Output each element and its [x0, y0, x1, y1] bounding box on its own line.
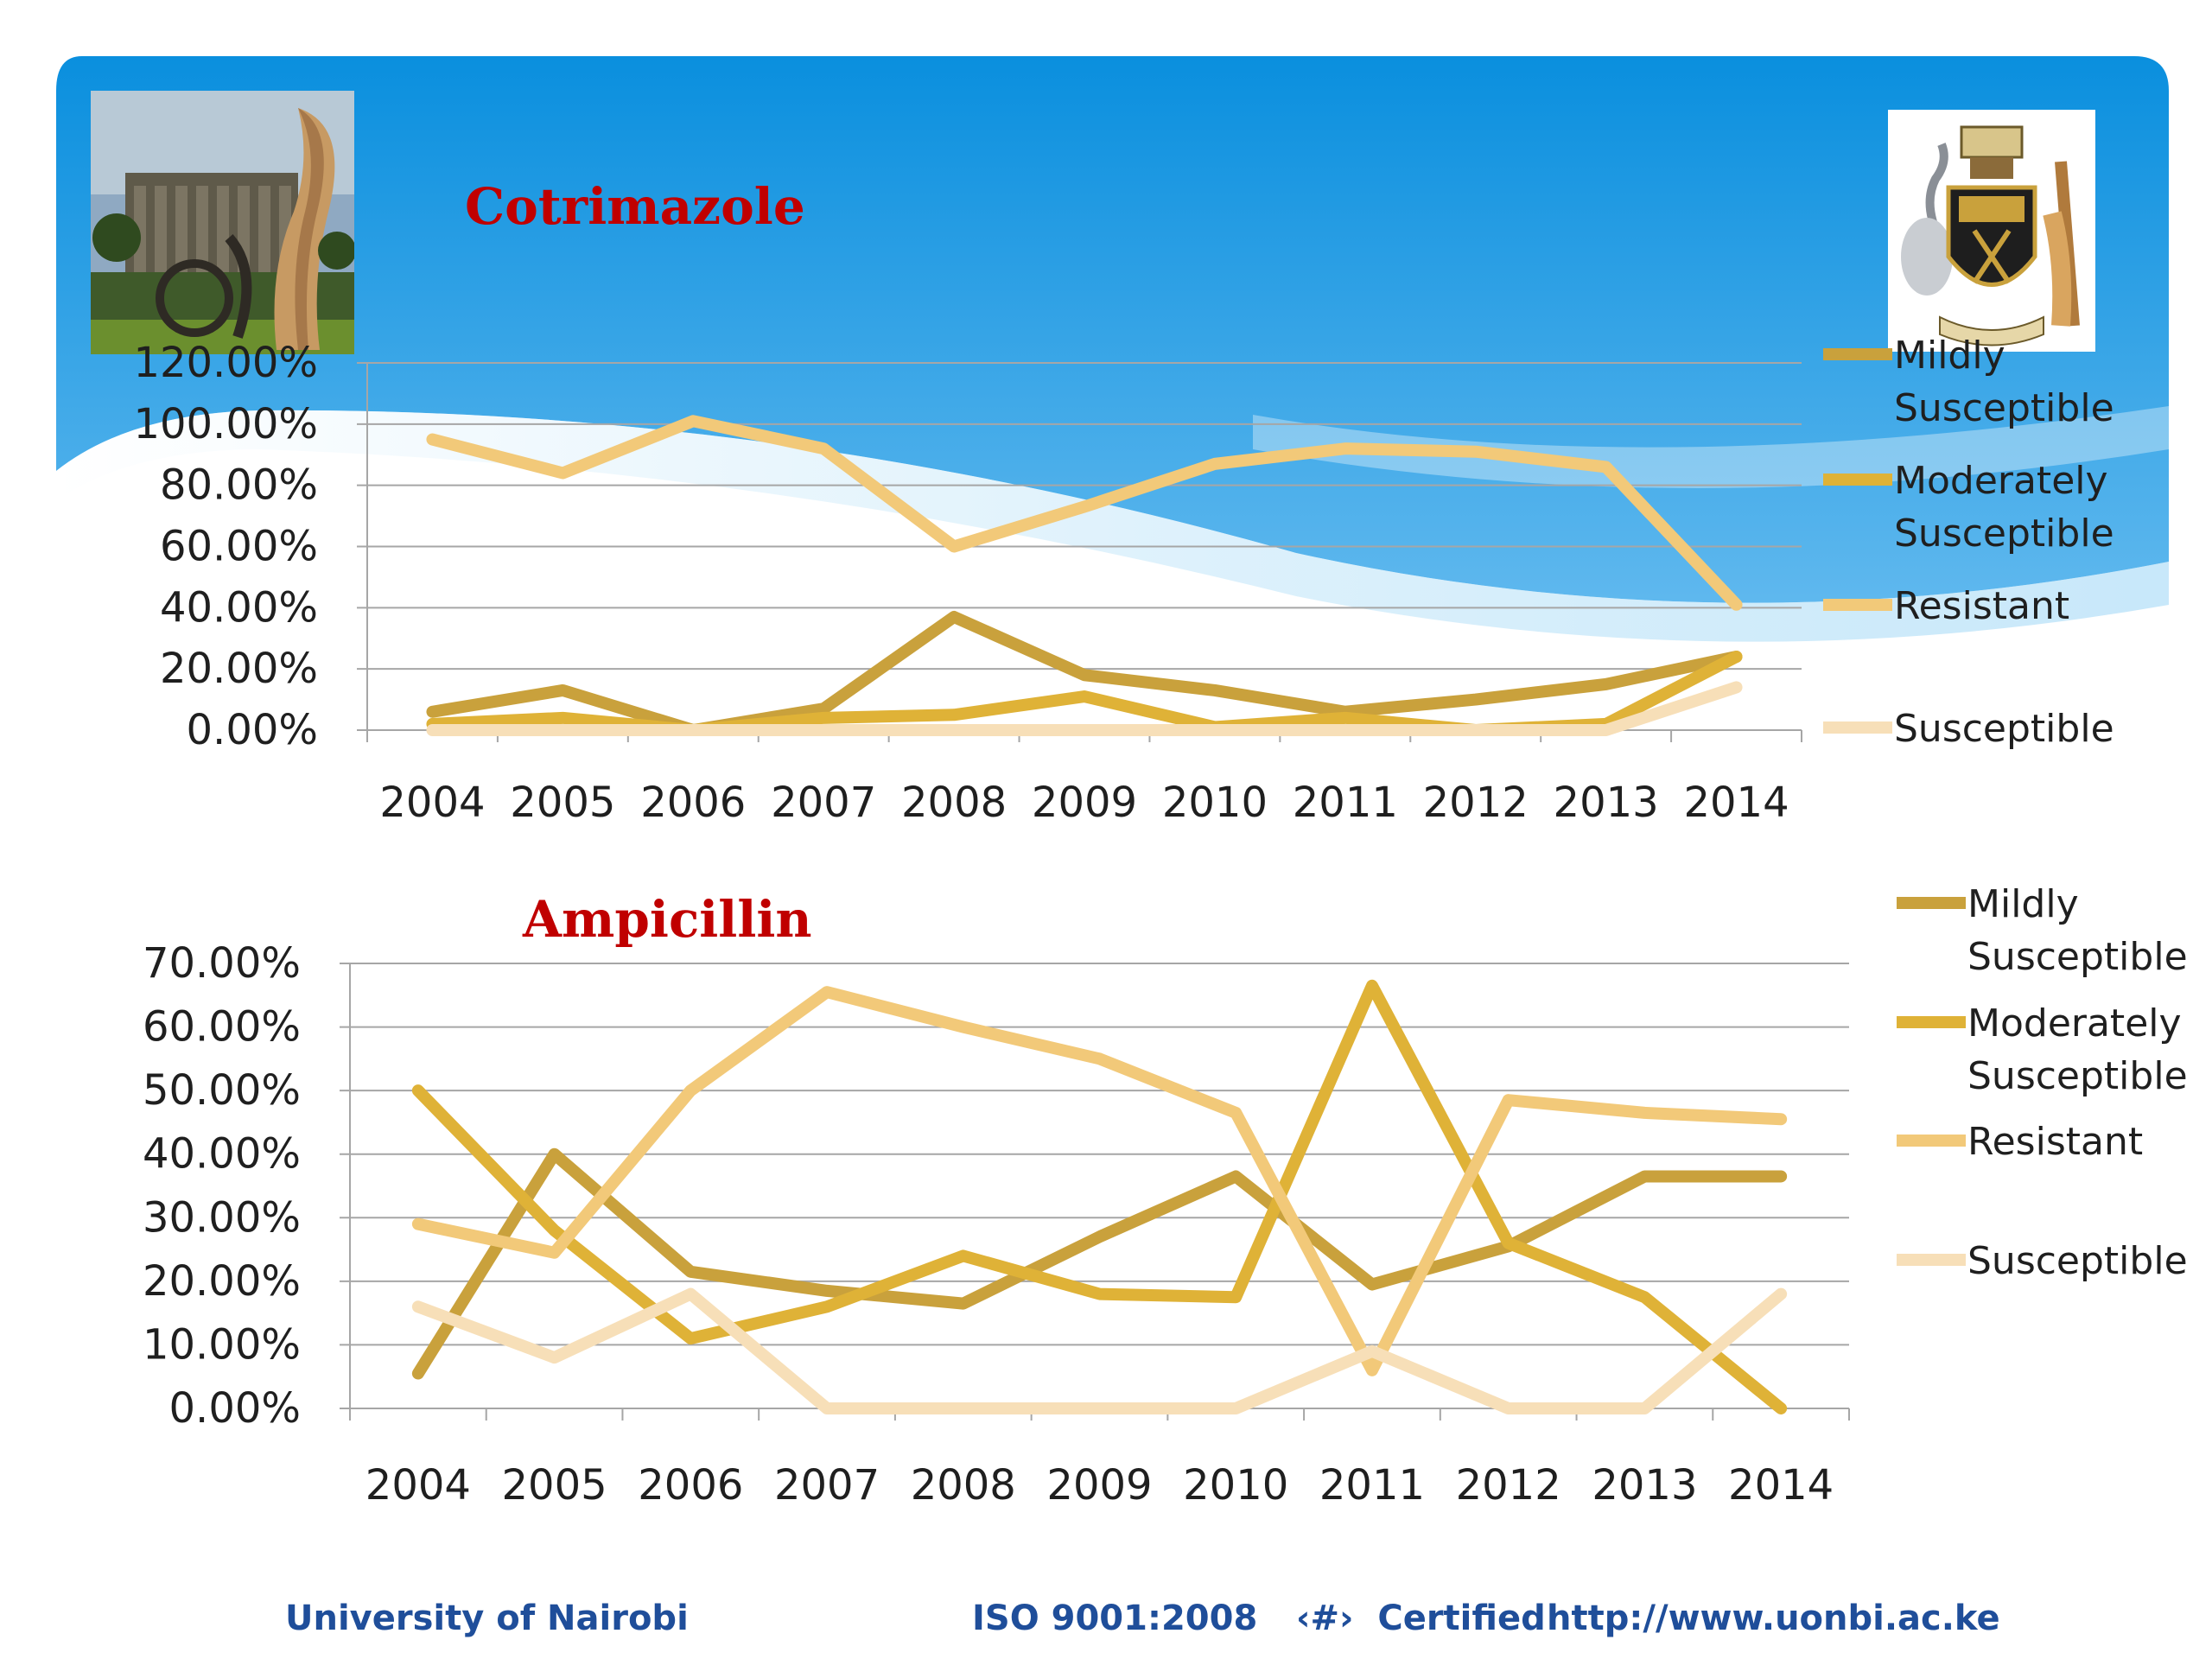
- x-tick-label: 2011: [1319, 1461, 1425, 1510]
- y-tick-label: 40.00%: [160, 583, 318, 632]
- footer-url[interactable]: http://www.uonbi.ac.ke: [1547, 1599, 2000, 1638]
- y-tick-label: 0.00%: [187, 706, 318, 754]
- x-tick-label: 2012: [1456, 1461, 1561, 1510]
- series-line-moderately-susceptible: [411, 979, 1788, 1414]
- chart-title-cotrimazole: Cotrimazole: [465, 177, 805, 236]
- x-tick-label: 2011: [1293, 779, 1398, 827]
- series-line-mildly-susceptible: [426, 610, 1743, 736]
- y-tick-label: 60.00%: [143, 1003, 301, 1052]
- series-line-susceptible: [426, 681, 1743, 736]
- x-tick-label: 2009: [1032, 779, 1137, 827]
- footer-certified: ‹#› Certified: [1296, 1599, 1546, 1638]
- series-line-mildly-susceptible: [411, 1147, 1788, 1380]
- footer-organization: University of Nairobi: [285, 1599, 689, 1638]
- x-tick-label: 2004: [365, 1461, 471, 1510]
- x-tick-label: 2008: [901, 779, 1007, 827]
- y-tick-label: 120.00%: [133, 339, 318, 387]
- x-tick-label: 2010: [1162, 779, 1268, 827]
- x-tick-label: 2013: [1592, 1461, 1697, 1510]
- x-tick-label: 2004: [379, 779, 485, 827]
- x-tick-label: 2008: [911, 1461, 1016, 1510]
- y-tick-label: 80.00%: [160, 461, 318, 510]
- legend-label: Susceptible: [1967, 935, 2188, 979]
- university-crest-icon: [1888, 110, 2095, 352]
- series-line-resistant: [426, 415, 1743, 611]
- x-tick-label: 2006: [640, 779, 746, 827]
- x-tick-label: 2007: [771, 779, 876, 827]
- series-line-resistant: [411, 986, 1788, 1376]
- legend-label: Susceptible: [1894, 386, 2114, 430]
- y-tick-label: 0.00%: [169, 1384, 301, 1433]
- x-tick-label: 2012: [1423, 779, 1529, 827]
- x-tick-label: 2014: [1728, 1461, 1834, 1510]
- y-tick-label: 60.00%: [160, 523, 318, 571]
- legend-label: Susceptible: [1894, 707, 2114, 751]
- x-tick-label: 2005: [510, 779, 615, 827]
- y-tick-label: 70.00%: [143, 939, 301, 988]
- x-tick-label: 2007: [774, 1461, 880, 1510]
- x-tick-label: 2005: [502, 1461, 607, 1510]
- legend-label: Susceptible: [1967, 1239, 2188, 1283]
- x-tick-label: 2013: [1554, 779, 1659, 827]
- legend-label: Resistant: [1894, 584, 2069, 628]
- x-tick-label: 2014: [1683, 779, 1789, 827]
- legend-label: Mildly: [1894, 334, 2005, 378]
- series-line-susceptible: [411, 1287, 1788, 1414]
- legend-label: Mildly: [1967, 882, 2079, 926]
- y-tick-label: 100.00%: [133, 400, 318, 448]
- y-tick-label: 20.00%: [143, 1257, 301, 1306]
- y-tick-label: 10.00%: [143, 1320, 301, 1369]
- legend-label: Resistant: [1967, 1120, 2143, 1164]
- legend-label: Moderately: [1894, 459, 2108, 503]
- x-tick-label: 2009: [1046, 1461, 1152, 1510]
- legend-label: Susceptible: [1967, 1054, 2188, 1098]
- slide-number-field: ‹#›: [1296, 1599, 1354, 1638]
- legend-label: Moderately: [1967, 1001, 2182, 1046]
- y-tick-label: 40.00%: [143, 1130, 301, 1179]
- y-tick-label: 20.00%: [160, 645, 318, 693]
- chart-title-ampicillin: Ampicillin: [523, 890, 812, 949]
- x-tick-label: 2010: [1183, 1461, 1288, 1510]
- certified-label: Certified: [1377, 1599, 1546, 1638]
- x-tick-label: 2006: [638, 1461, 743, 1510]
- y-tick-label: 50.00%: [143, 1066, 301, 1115]
- campus-photo: [91, 91, 354, 354]
- y-tick-label: 30.00%: [143, 1193, 301, 1242]
- footer-iso: ISO 9001:2008: [972, 1599, 1258, 1638]
- legend-label: Susceptible: [1894, 512, 2114, 556]
